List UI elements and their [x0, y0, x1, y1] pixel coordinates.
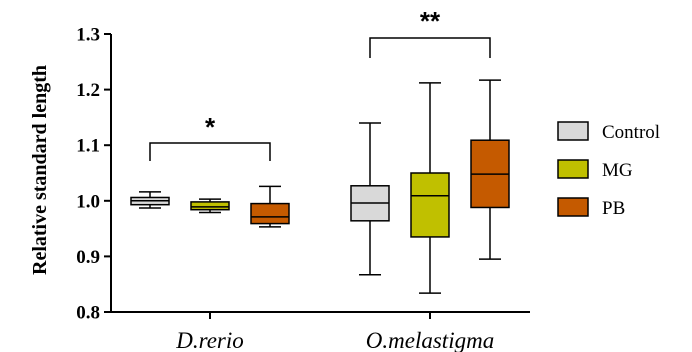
box-mg-0	[190, 198, 230, 214]
y-tick-label: 0.9	[76, 247, 100, 268]
y-axis-label: Relative standard length	[29, 65, 51, 275]
legend-swatch	[557, 159, 589, 179]
box-control-0	[130, 191, 170, 209]
box-mg-1	[410, 82, 450, 294]
box-iqr	[250, 202, 290, 225]
legend-swatch	[557, 197, 589, 217]
box-control-1	[350, 122, 390, 276]
bracket-line	[369, 37, 491, 58]
legend: Control MG PB	[557, 121, 660, 219]
significance-label: *	[205, 112, 216, 142]
y-tick-label: 0.8	[76, 303, 100, 324]
x-tick-label: D.rerio	[175, 328, 244, 352]
significance-bracket: **	[369, 6, 491, 58]
y-tick-label: 1.0	[76, 191, 100, 212]
plot-area: ***	[130, 6, 510, 294]
box-iqr	[410, 172, 450, 238]
legend-swatch	[557, 121, 589, 141]
significance-bracket: *	[149, 112, 271, 161]
box-pb-1	[470, 79, 510, 260]
y-tick-label: 1.2	[76, 80, 100, 101]
axes: 0.8 0.9 1.0 1.1 1.2 1.3 D.rerio O.melastigma	[76, 25, 530, 352]
legend-item-mg: MG	[557, 159, 633, 181]
legend-item-pb: PB	[557, 197, 625, 219]
box-iqr	[190, 201, 230, 211]
bracket-line	[149, 142, 271, 161]
y-tick-label: 1.1	[76, 136, 100, 157]
box-pb-0	[250, 185, 290, 228]
significance-label: **	[420, 6, 441, 36]
x-tick-label: O.melastigma	[366, 328, 494, 352]
y-tick-label: 1.3	[76, 25, 100, 46]
legend-item-control: Control	[557, 121, 660, 143]
legend-label: PB	[602, 198, 625, 219]
legend-label: Control	[602, 122, 660, 143]
legend-label: MG	[602, 160, 633, 181]
